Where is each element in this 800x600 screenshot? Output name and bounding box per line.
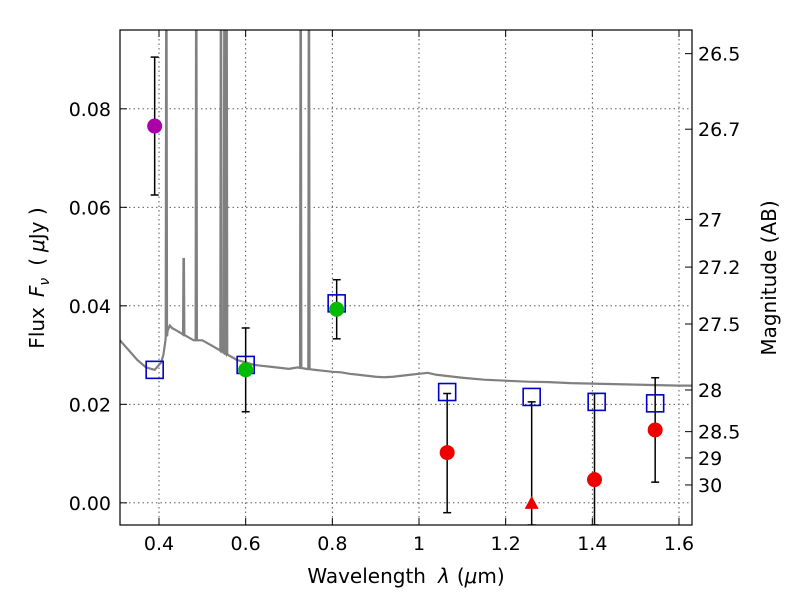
observed-flux-point xyxy=(147,118,163,134)
template-flux-box xyxy=(587,392,606,412)
x-tick-label: 1 xyxy=(413,533,425,555)
magnitude-tick-label: 30 xyxy=(698,475,722,497)
template-flux-box xyxy=(645,394,665,413)
y-tick-label: 0.08 xyxy=(69,99,111,121)
observed-flux-point xyxy=(329,301,345,317)
magnitude-axis-label: Magnitude (AB) xyxy=(757,200,781,355)
observed-flux-points xyxy=(147,118,663,509)
x-tick-label: 1.6 xyxy=(664,533,694,555)
axis-ticks: 0.4 0.6 0.8 1 1.2 1.4 1.6 0.00 0.02 0.04 0.06 0.08 2… xyxy=(69,30,740,555)
y-axis-label-unit-rest: Jy ) xyxy=(25,207,49,241)
magnitude-tick-label: 27.2 xyxy=(698,257,740,279)
x-axis-label: Wavelength λ (μm) xyxy=(307,564,504,588)
x-tick-label: 1.2 xyxy=(491,533,521,555)
x-axis-label-unit-rest: m) xyxy=(477,564,504,588)
x-axis-label-text: Wavelength xyxy=(307,564,426,588)
observed-flux-point xyxy=(238,362,254,378)
magnitude-tick-label: 28 xyxy=(698,380,722,402)
grid-lines xyxy=(120,30,692,525)
magnitude-tick-label: 27 xyxy=(698,209,722,231)
y-axis-label-unit-open: ( xyxy=(25,258,49,266)
y-axis-label-symbol: F xyxy=(25,285,49,297)
x-tick-label: 1.4 xyxy=(577,533,607,555)
template-sed xyxy=(120,30,692,387)
template-flux-box xyxy=(145,360,164,380)
x-tick-label: 0.8 xyxy=(317,533,347,555)
template-flux-box xyxy=(522,387,541,407)
x-tick-label: 0.4 xyxy=(144,533,174,555)
observed-flux-point xyxy=(587,472,602,488)
plot-frame xyxy=(119,29,693,526)
template-flux-boxes xyxy=(145,294,665,413)
y-axis-label: Flux Fν ( μJy ) xyxy=(25,207,53,348)
x-axis-label-symbol: λ xyxy=(437,564,450,588)
x-tick-label: 0.6 xyxy=(231,533,261,555)
magnitude-tick-label: 26.7 xyxy=(698,119,740,141)
observed-flux-point xyxy=(439,445,455,461)
y-axis-label-subscript: ν xyxy=(37,278,53,286)
template-sed-line xyxy=(120,30,692,387)
observed-upper-limit-point xyxy=(524,495,539,509)
observed-flux-point xyxy=(647,422,663,438)
y-tick-label: 0.02 xyxy=(69,394,111,416)
x-axis-label-unit-mu: μ xyxy=(464,564,478,588)
y-axis-label-text: Flux xyxy=(25,307,49,349)
template-flux-box xyxy=(437,382,457,402)
magnitude-tick-label: 29 xyxy=(698,448,722,470)
x-axis-label-unit-open: ( xyxy=(457,564,465,588)
magnitude-tick-label: 27.5 xyxy=(698,314,740,336)
y-tick-label: 0.06 xyxy=(69,197,111,219)
y-tick-label: 0.04 xyxy=(69,296,111,318)
magnitude-tick-label: 28.5 xyxy=(698,422,740,444)
y-axis-label-unit-mu: μ xyxy=(25,239,49,253)
magnitude-tick-label: 26.5 xyxy=(698,44,740,66)
y-tick-label: 0.00 xyxy=(69,493,111,515)
error-bar xyxy=(590,392,599,525)
